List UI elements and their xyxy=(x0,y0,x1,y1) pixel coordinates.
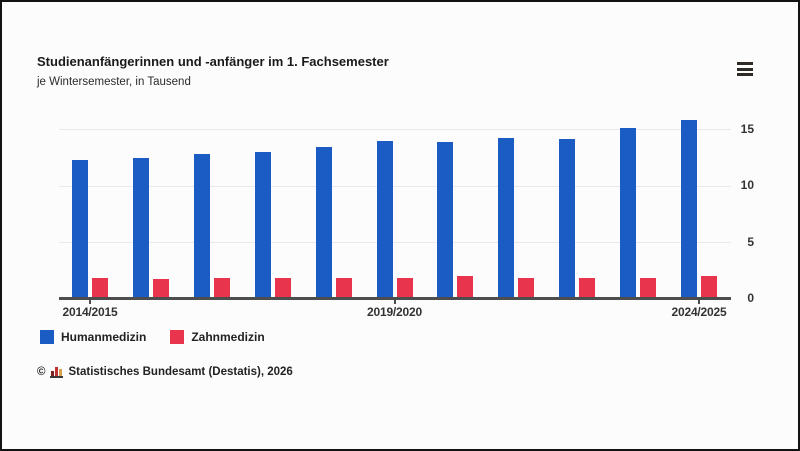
hamburger-icon xyxy=(733,62,757,76)
x-axis-label-2019/2020: 2019/2020 xyxy=(367,305,422,319)
bar-humanmedizin-2023/2024[interactable] xyxy=(620,127,637,299)
bar-zahnmedizin-2016/2017[interactable] xyxy=(213,277,230,299)
x-axis-label-2014/2015: 2014/2015 xyxy=(62,305,118,319)
legend-swatch-zahnmedizin xyxy=(170,330,185,344)
bar-zahnmedizin-2017/2018[interactable] xyxy=(274,277,291,299)
bar-zahnmedizin-2023/2024[interactable] xyxy=(640,277,657,299)
y-axis-label-0: 0 xyxy=(747,291,754,305)
bar-zahnmedizin-2020/2021[interactable] xyxy=(457,276,474,299)
y-axis-label-10: 10 xyxy=(740,178,754,193)
x-axis-label-2024/2025: 2024/2025 xyxy=(671,305,727,319)
source-line: © Statistisches Bundesamt (Destatis), 20… xyxy=(37,365,293,378)
legend-label-zahnmedizin: Zahnmedizin xyxy=(191,330,265,344)
bar-humanmedizin-2020/2021[interactable] xyxy=(437,142,454,299)
legend-swatch-humanmedizin xyxy=(40,330,54,344)
menu-button[interactable] xyxy=(733,57,757,81)
bar-humanmedizin-2022/2023[interactable] xyxy=(559,138,576,299)
bar-humanmedizin-2017/2018[interactable] xyxy=(254,152,271,299)
legend-label-humanmedizin: Humanmedizin xyxy=(61,330,147,344)
chart-legend: Humanmedizin Zahnmedizin xyxy=(40,330,265,344)
bar-zahnmedizin-2019/2020[interactable] xyxy=(396,277,413,299)
bar-zahnmedizin-2021/2022[interactable] xyxy=(518,277,535,299)
source-text: Statistisches Bundesamt (Destatis), 2026 xyxy=(68,365,293,378)
x-axis-tick-2014/2015 xyxy=(89,298,91,304)
bar-humanmedizin-2018/2019[interactable] xyxy=(315,146,332,299)
bar-humanmedizin-2015/2016[interactable] xyxy=(132,158,149,299)
bar-humanmedizin-2019/2020[interactable] xyxy=(376,141,393,299)
chart-title: Studienanfängerinnen und -anfänger im 1.… xyxy=(37,54,389,69)
bar-humanmedizin-2024/2025[interactable] xyxy=(681,119,697,299)
bar-zahnmedizin-2015/2016[interactable] xyxy=(152,278,169,299)
bar-zahnmedizin-2024/2025[interactable] xyxy=(701,276,717,299)
bar-zahnmedizin-2022/2023[interactable] xyxy=(579,277,596,299)
x-axis-tick-2024/2025 xyxy=(698,298,700,304)
chart-subtitle: je Wintersemester, in Tausend xyxy=(37,76,191,88)
y-axis-label-5: 5 xyxy=(747,234,754,249)
x-axis-tick-2019/2020 xyxy=(393,298,396,304)
bar-humanmedizin-2016/2017[interactable] xyxy=(193,153,210,299)
copyright-symbol: © xyxy=(37,365,46,378)
bar-humanmedizin-2021/2022[interactable] xyxy=(498,137,515,299)
y-axis-label-15: 15 xyxy=(740,121,754,136)
legend-item-zahnmedizin[interactable]: Zahnmedizin xyxy=(170,330,265,344)
legend-item-humanmedizin[interactable]: Humanmedizin xyxy=(40,330,146,344)
destatis-logo-icon xyxy=(50,365,64,378)
bar-humanmedizin-2014/2015[interactable] xyxy=(72,160,88,299)
bar-zahnmedizin-2014/2015[interactable] xyxy=(92,277,108,299)
bar-zahnmedizin-2018/2019[interactable] xyxy=(335,277,352,299)
